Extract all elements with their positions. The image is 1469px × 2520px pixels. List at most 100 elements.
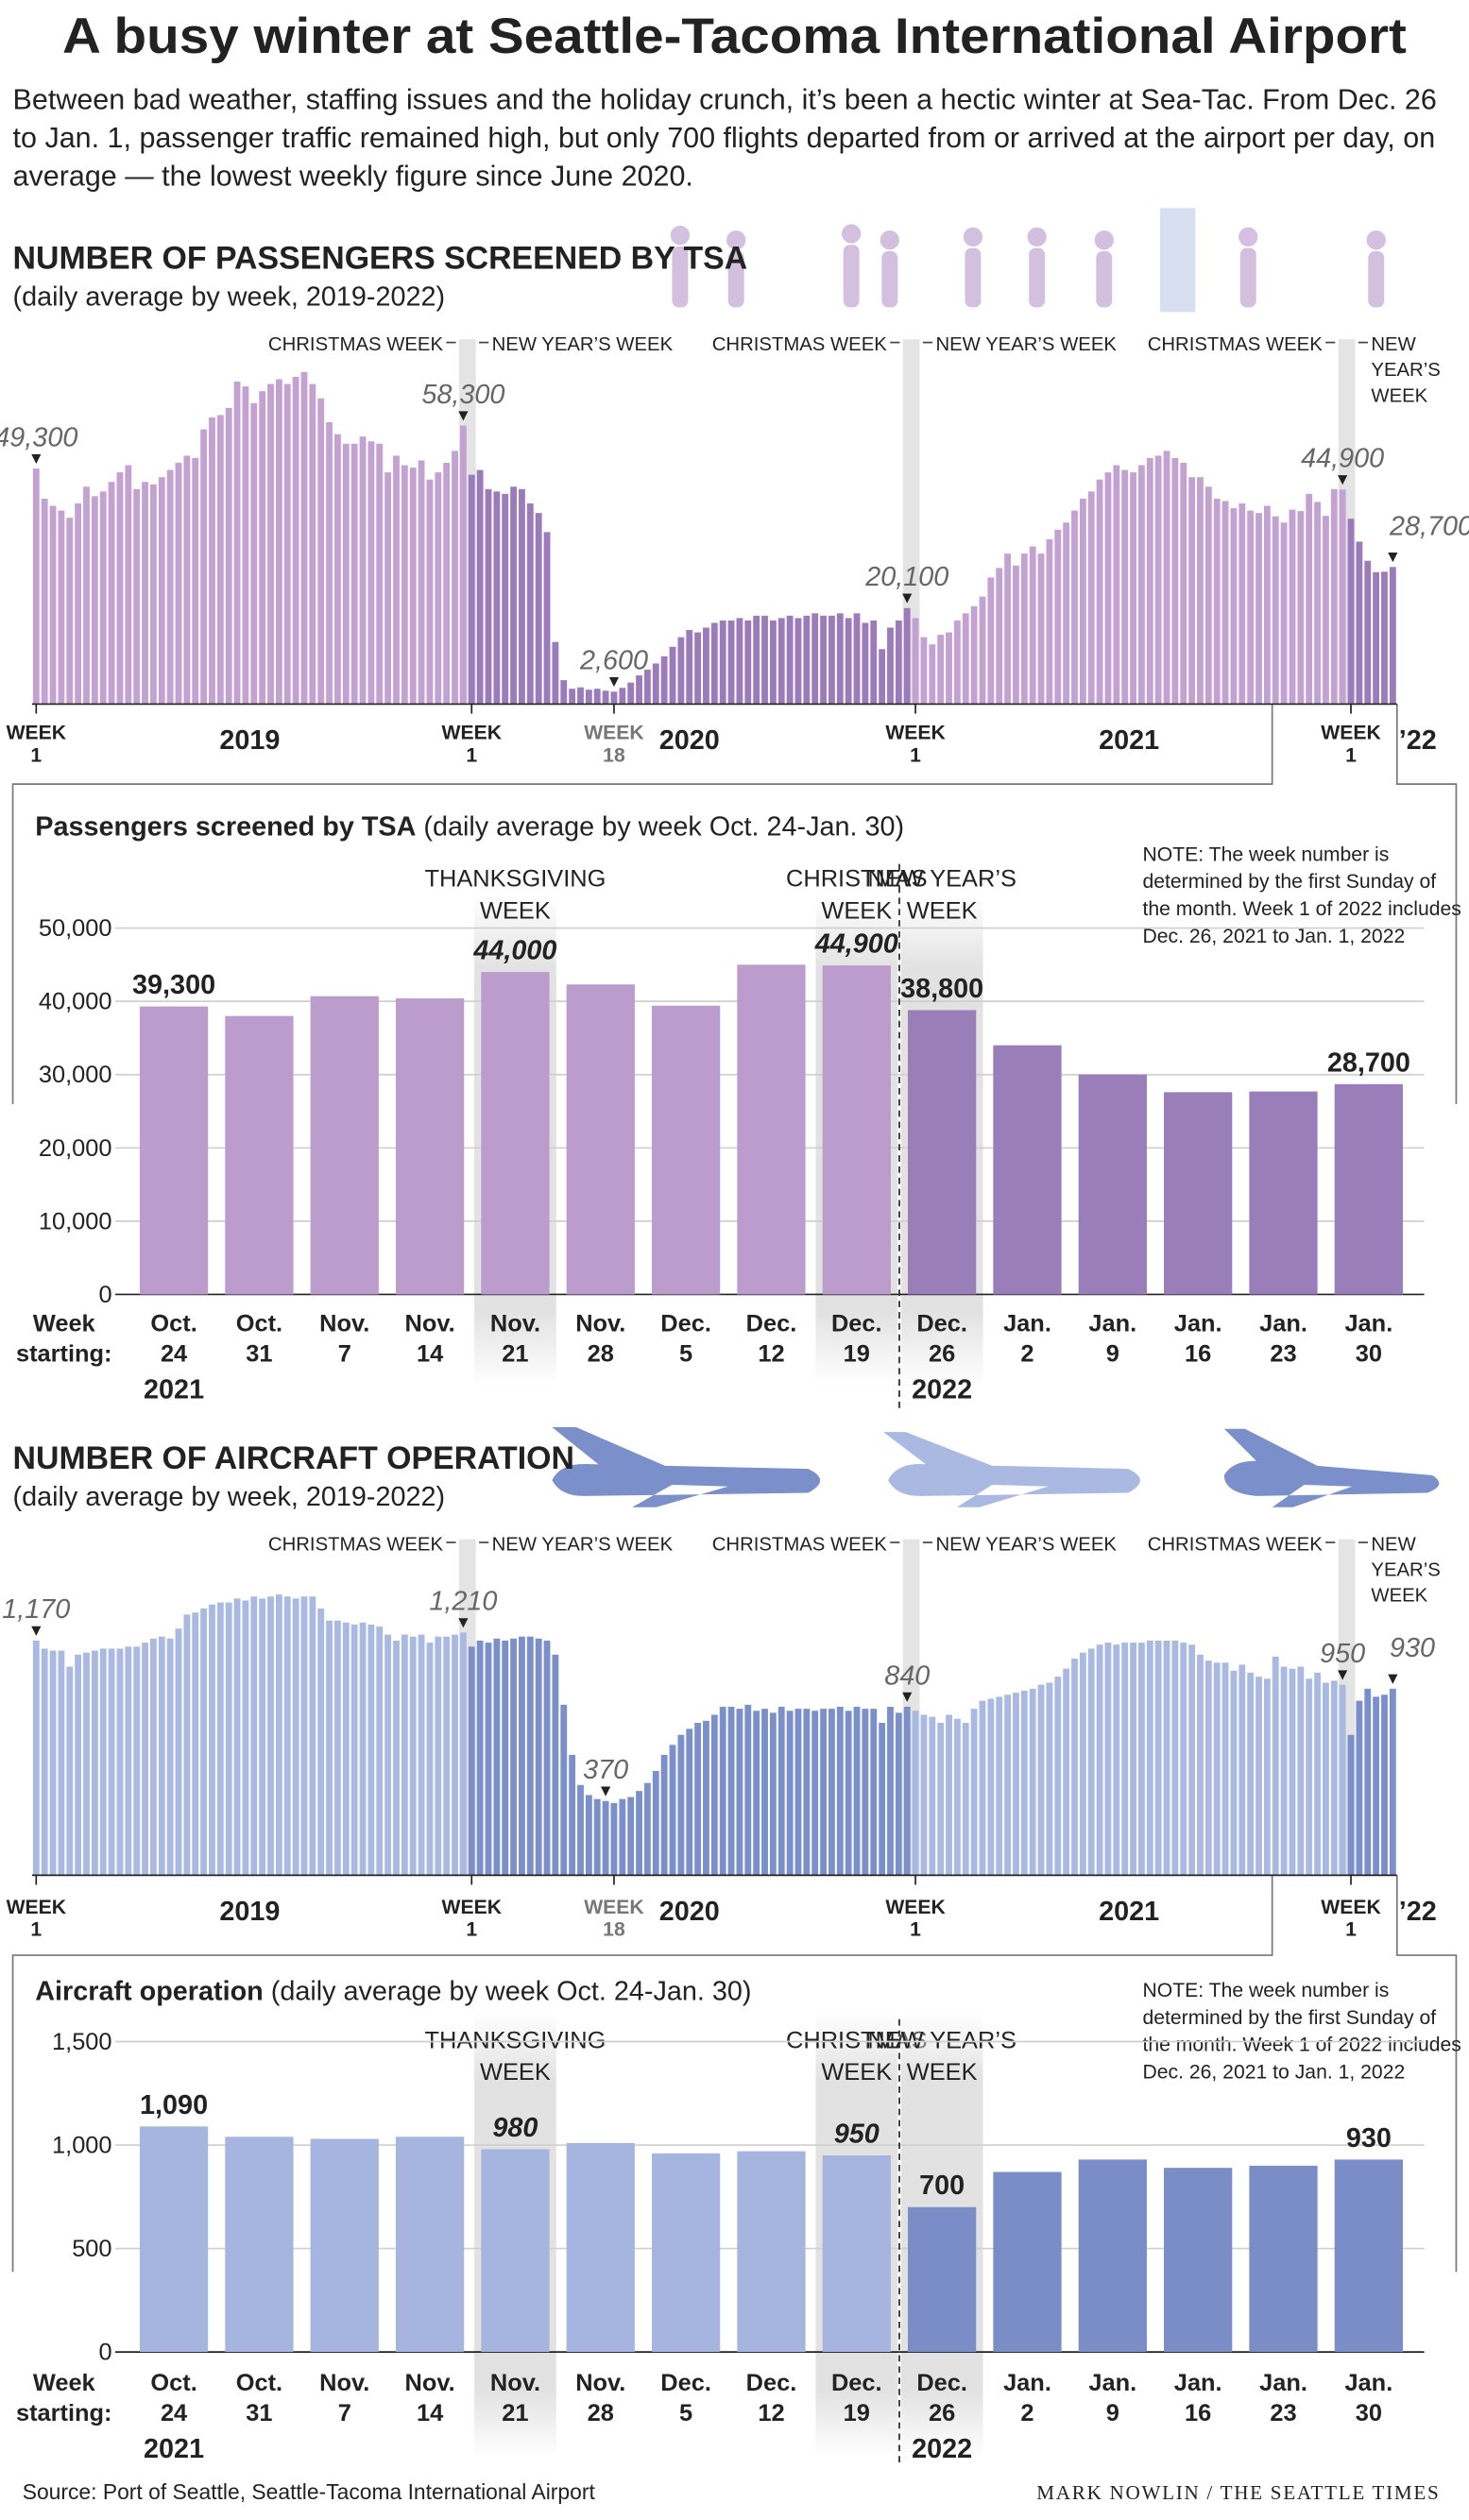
passenger-pictograms [670,208,1386,313]
bar [1163,451,1170,705]
bar [1037,553,1045,705]
bar [887,1707,894,1876]
x-tick-label: Nov. 14 [405,1310,455,1367]
x-tick-label: Dec. 26 [916,2370,967,2426]
bar [502,1640,509,1876]
bar [1306,493,1313,705]
bar [929,1716,936,1876]
value-label: 1,210 [429,1587,497,1617]
bar [1255,513,1262,705]
bar [452,1634,458,1876]
bar [476,469,484,705]
x-tick-label: Jan. 30 [1344,1310,1392,1367]
bar [1004,1694,1011,1876]
bar [1238,1664,1246,1876]
bar [1163,1640,1170,1876]
bar [552,641,559,705]
bar [1078,1074,1147,1295]
connector [11,704,1273,1104]
bar [1146,457,1153,705]
bar [610,691,618,705]
value-label: 28,700 [1327,1047,1410,1078]
bar [543,1640,551,1876]
bar [794,618,802,705]
bar [401,465,408,705]
bar [543,532,551,705]
year-label: 2020 [659,725,720,756]
bar [49,505,57,705]
week-label: WEEK 1 [7,1897,67,1941]
bar [569,1754,576,1876]
week-label: WEEK 1 [442,1897,503,1941]
bar [853,1707,861,1876]
y-tick-label: 20,000 [39,1135,112,1162]
bar [459,425,467,705]
x-tick-label: Dec. 5 [660,1310,711,1367]
bar [41,498,48,705]
bar [585,1795,592,1876]
bar [367,1624,375,1876]
bar [569,689,576,705]
bar [1197,477,1204,705]
x-tick-label: Oct. 31 [236,2370,282,2426]
bar [125,1646,132,1876]
bar [1389,567,1396,705]
label-pointer [1388,1674,1398,1684]
bar [1272,1656,1279,1876]
chart-title: NUMBER OF AIRCRAFT OPERATION [13,1440,574,1476]
bar [1113,465,1120,705]
bar [727,620,735,705]
source: Source: Port of Seattle, Seattle-Tacoma … [23,2479,596,2504]
value-label: 1,170 [2,1594,70,1625]
label-pointer [601,1786,611,1796]
bar [845,618,852,705]
bar [822,965,891,1295]
bar [1104,1643,1112,1876]
pictogram-door [1160,208,1196,313]
bar [669,1745,676,1876]
year-label: 2019 [219,1897,280,1927]
bar [310,2138,379,2353]
page-title: A busy winter at Seattle-Tacoma Internat… [62,9,1407,64]
intro-box: Between bad weather, staffing issues and… [13,83,1437,192]
bar [116,1648,124,1876]
airplane [883,1432,1140,1507]
label-pointer [1388,553,1398,563]
bar [1334,1083,1403,1295]
christmas-label: CHRISTMAS WEEK [1148,1534,1324,1555]
bar [1020,553,1028,705]
year-label: 2021 [1099,1897,1159,1927]
bar [996,568,1003,705]
x-tick-label: Nov. 21 [490,2370,540,2426]
bar [108,1648,115,1876]
bar [895,620,902,705]
christmas-label: CHRISTMAS WEEK [268,1534,444,1555]
bar [1054,529,1062,705]
bar [1087,1648,1095,1876]
y-tick-label: 50,000 [39,915,112,942]
bar [987,1698,995,1876]
bar [133,1646,141,1876]
bar [175,1628,182,1876]
bar [1297,1666,1305,1876]
bar [1104,472,1112,705]
bar [1180,1643,1187,1876]
bar [401,1634,408,1876]
note-box: NOTE: The week number is determined by t… [1142,843,1460,947]
bar [619,688,626,705]
x-tick-label: Dec. 19 [831,1310,882,1367]
year-label: 2021 [1099,725,1159,756]
bar [577,1784,584,1876]
bar [828,1709,835,1876]
x-tick-label: Oct. 31 [236,1310,282,1367]
x-tick-label: Nov. 7 [319,2370,369,2426]
bar [225,1602,232,1876]
x-tick-label: Jan. 16 [1174,1310,1222,1367]
bar [719,620,726,705]
bar [395,998,465,1295]
x-tick-label: Nov. 21 [490,1310,540,1367]
bar [108,482,115,705]
bar [686,630,693,705]
bar [267,1596,274,1876]
bar [1013,565,1019,705]
